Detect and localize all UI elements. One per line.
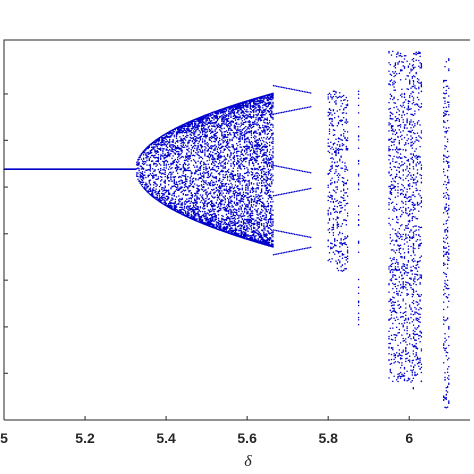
periodic-branches bbox=[272, 84, 312, 256]
chaotic-region bbox=[134, 92, 274, 248]
data-points bbox=[3, 50, 450, 409]
x-tick-label: 5.4 bbox=[156, 430, 176, 446]
x-tick-label: 5.6 bbox=[237, 430, 257, 446]
x-tick-labels: 5 5.2 5.4 5.6 5.8 6 bbox=[0, 430, 413, 446]
x-tick-label: 5.2 bbox=[75, 430, 95, 446]
x-tick-label: 5.8 bbox=[318, 430, 338, 446]
x-axis-label: δ bbox=[244, 453, 252, 470]
x-tick-label: 6 bbox=[405, 430, 413, 446]
sparse-columns bbox=[357, 63, 415, 390]
plot-frame bbox=[3, 39, 470, 420]
x-tick-label: 5 bbox=[0, 430, 8, 446]
band-windows bbox=[327, 50, 450, 409]
